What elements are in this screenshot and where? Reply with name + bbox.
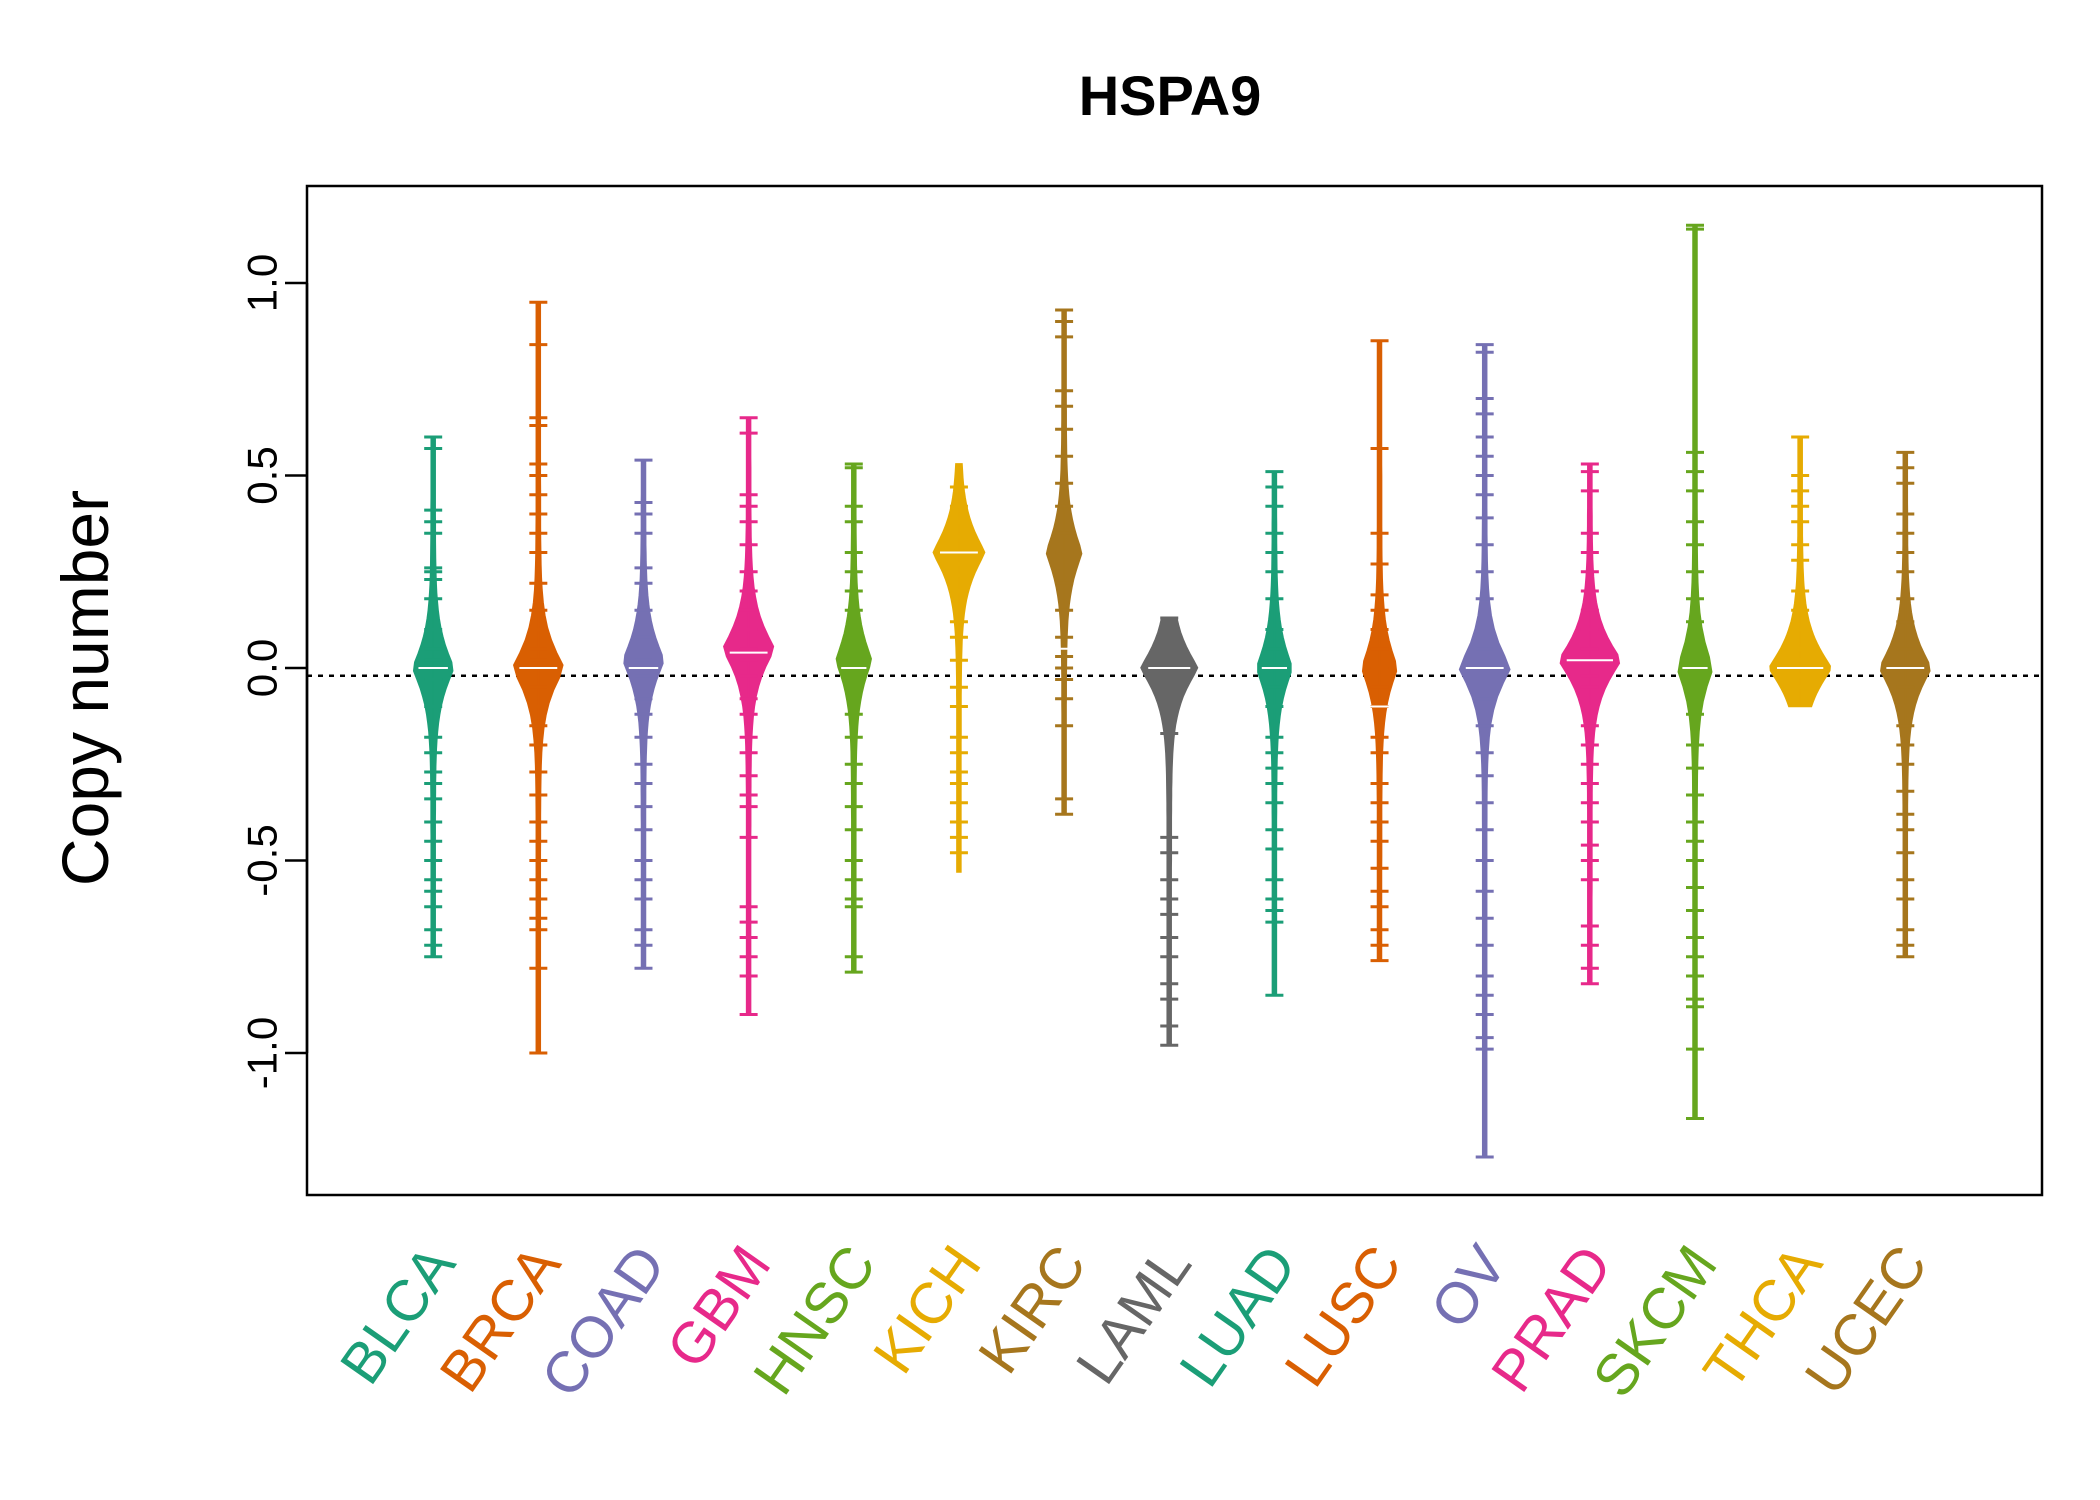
y-tick-label: 0.5 (239, 446, 286, 504)
bean-luad (1257, 470, 1292, 997)
bean-ucec (1880, 450, 1931, 959)
x-tick-label: KICH (861, 1234, 994, 1385)
y-tick-label: 0.0 (239, 639, 286, 697)
bean-ov (1458, 343, 1511, 1159)
bean-thca (1769, 435, 1831, 708)
x-tick-label: OV (1418, 1234, 1519, 1340)
x-tick-label: LUAD (1167, 1234, 1309, 1398)
y-tick-label: 1.0 (239, 254, 286, 312)
y-axis-label: Copy number (48, 490, 122, 886)
bean-skcm (1677, 223, 1713, 1120)
bean-kich (932, 463, 986, 873)
y-tick-label: -1.0 (239, 1017, 286, 1089)
bean-kirc (1045, 308, 1083, 816)
bean-blca (412, 435, 454, 959)
bean-brca (512, 300, 564, 1055)
bean-coad (623, 458, 664, 970)
x-tick-label: LUSC (1272, 1234, 1414, 1398)
bean-gbm (722, 416, 775, 1016)
bean-laml (1140, 616, 1199, 1047)
bean-hnsc (835, 462, 872, 974)
chart-title: HSPA9 (1079, 64, 1262, 127)
plot-area: -1.0-0.50.00.51.0BLCABRCACOADGBMHNSCKICH… (239, 184, 2044, 1409)
y-tick-label: -0.5 (239, 824, 286, 896)
bean-prad (1559, 462, 1621, 986)
bean-lusc (1361, 339, 1398, 963)
